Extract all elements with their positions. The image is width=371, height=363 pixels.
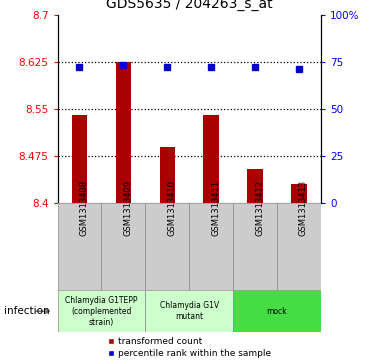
Bar [116,62,131,203]
Text: infection: infection [4,306,49,316]
Bar [145,290,233,332]
Text: GSM1313413: GSM1313413 [299,180,308,236]
Bar [72,115,87,203]
Legend: transformed count, percentile rank within the sample: transformed count, percentile rank withi… [107,338,271,358]
Bar [58,290,145,332]
Bar [189,203,233,290]
Text: GSM1313411: GSM1313411 [211,180,220,236]
Bar [203,115,219,203]
Bar [277,203,321,290]
Bar [247,169,263,203]
Bar [101,203,145,290]
Title: GDS5635 / 204263_s_at: GDS5635 / 204263_s_at [106,0,273,11]
Bar [291,184,307,203]
Bar [160,147,175,203]
Bar [58,203,101,290]
Text: Chlamydia G1V
mutant: Chlamydia G1V mutant [160,301,219,321]
Bar [233,290,321,332]
Text: GSM1313409: GSM1313409 [124,180,132,236]
Bar [233,203,277,290]
Text: mock: mock [267,307,287,316]
Text: GSM1313410: GSM1313410 [167,180,176,236]
Text: GSM1313412: GSM1313412 [255,180,264,236]
Bar [145,203,189,290]
Text: Chlamydia G1TEPP
(complemented
strain): Chlamydia G1TEPP (complemented strain) [65,296,138,327]
Text: GSM1313408: GSM1313408 [79,180,88,236]
